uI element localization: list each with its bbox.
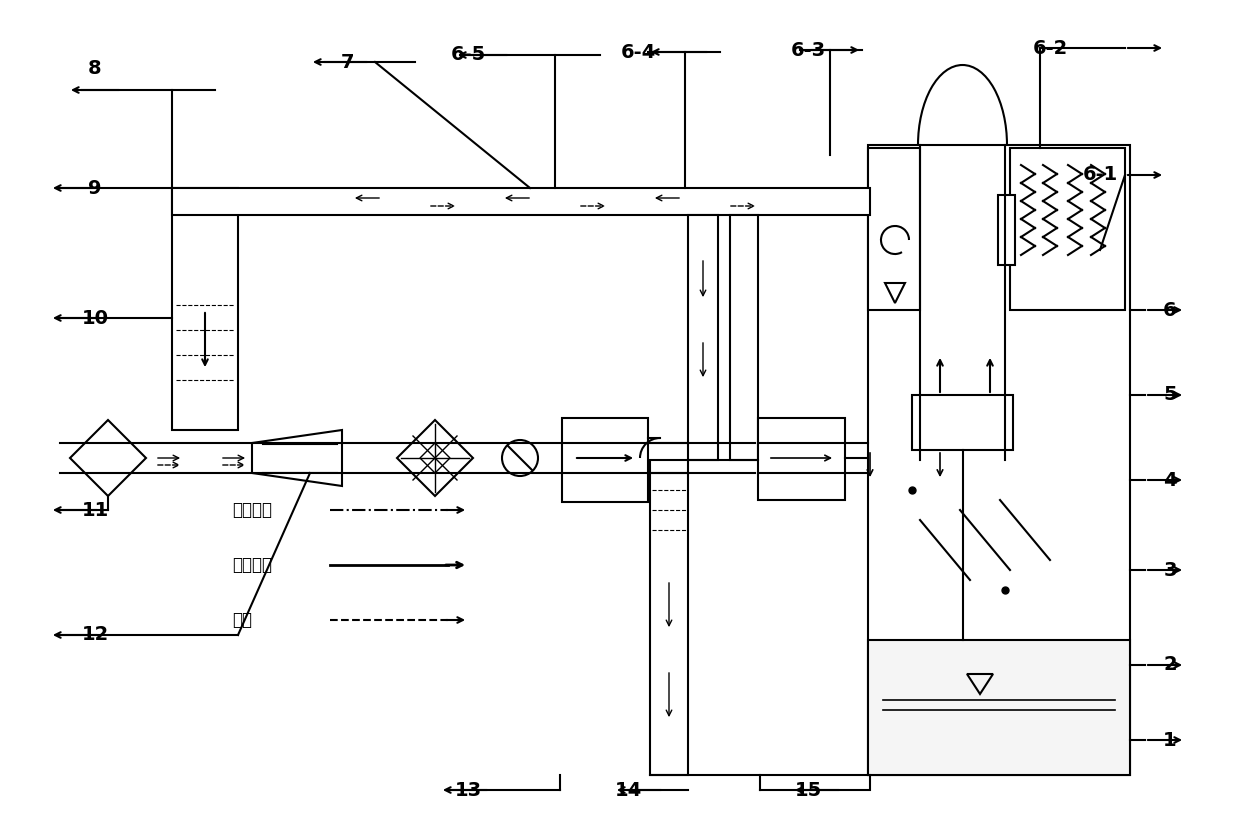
Text: 活塞漏气: 活塞漏气 xyxy=(232,556,272,574)
Circle shape xyxy=(502,440,538,476)
Bar xyxy=(688,215,718,460)
Bar xyxy=(911,395,1013,450)
Bar xyxy=(172,188,870,215)
Bar xyxy=(758,418,844,500)
Text: 6-1: 6-1 xyxy=(1083,166,1117,185)
Bar xyxy=(172,188,238,430)
Bar xyxy=(562,418,649,502)
Bar xyxy=(868,145,1130,775)
Text: 9: 9 xyxy=(88,179,102,197)
Text: 7: 7 xyxy=(341,53,355,72)
Text: 6: 6 xyxy=(1163,300,1177,319)
Text: 4: 4 xyxy=(1163,471,1177,490)
Text: 14: 14 xyxy=(614,781,641,799)
Text: 13: 13 xyxy=(454,781,481,799)
Bar xyxy=(730,215,758,460)
Text: 1: 1 xyxy=(1163,731,1177,750)
Text: 12: 12 xyxy=(82,625,109,645)
Polygon shape xyxy=(252,430,342,486)
Text: 6-3: 6-3 xyxy=(790,40,826,59)
Text: 3: 3 xyxy=(1163,560,1177,579)
Text: 10: 10 xyxy=(82,308,109,328)
Text: 8: 8 xyxy=(88,59,102,78)
Text: 2: 2 xyxy=(1163,655,1177,675)
Text: 5: 5 xyxy=(1163,385,1177,405)
Text: 机油: 机油 xyxy=(232,611,252,629)
Bar xyxy=(868,148,920,310)
Bar xyxy=(650,460,688,775)
Bar xyxy=(1011,148,1125,310)
Text: 新鲜空气: 新鲜空气 xyxy=(232,501,272,519)
Bar xyxy=(998,195,1016,265)
Text: 15: 15 xyxy=(795,781,822,799)
Bar xyxy=(868,640,1130,775)
Text: 11: 11 xyxy=(82,501,109,519)
Polygon shape xyxy=(69,420,146,496)
Text: 6-5: 6-5 xyxy=(450,45,486,64)
Text: 6-2: 6-2 xyxy=(1033,38,1068,58)
Polygon shape xyxy=(397,420,472,496)
Polygon shape xyxy=(420,443,450,473)
Text: 6-4: 6-4 xyxy=(620,43,656,62)
